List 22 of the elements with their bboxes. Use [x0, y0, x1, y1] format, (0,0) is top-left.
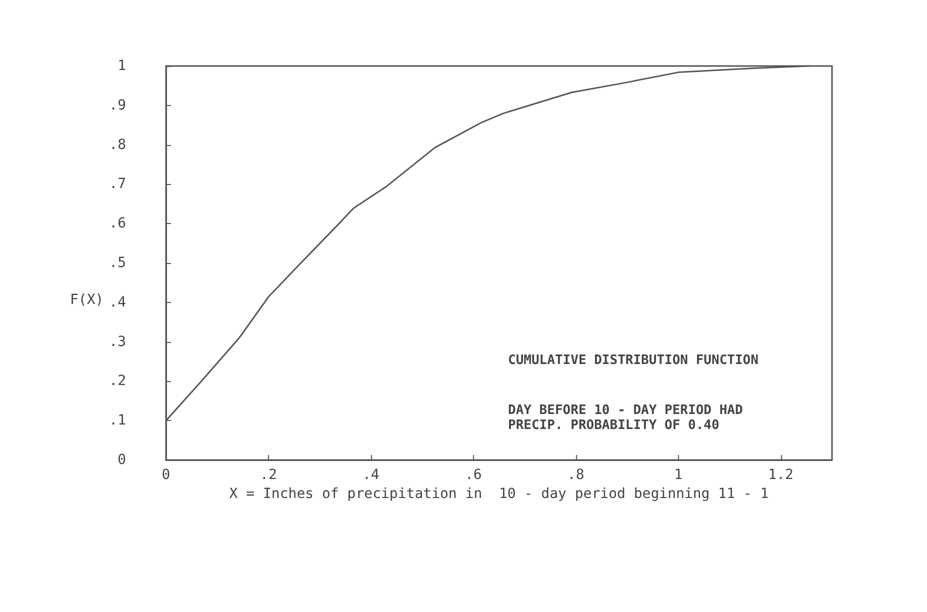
y-tick-label: .2	[109, 373, 126, 390]
y-tick-label: 0	[118, 452, 126, 468]
y-tick-label: .8	[109, 136, 126, 153]
y-axis-title: F(X)	[70, 292, 104, 308]
x-tick-label: 1	[674, 467, 683, 483]
x-axis-title: X = Inches of precipitation in 10 - day period beginning 11 - 1	[229, 486, 769, 502]
x-tick-label: .4	[362, 467, 380, 483]
y-tick-label: .6	[109, 216, 126, 232]
x-tick-label: 1.2	[768, 467, 794, 483]
annotation: DAY BEFORE 10 - DAY PERIOD HAD PRECIP. PROBABILITY OF 0.40	[508, 403, 743, 433]
y-tick-label: .9	[109, 97, 126, 114]
y-tick-label: .4	[109, 294, 126, 310]
y-tick-label: .3	[109, 334, 126, 350]
y-tick-label: .1	[109, 412, 126, 429]
annotation: CUMULATIVE DISTRIBUTION FUNCTION	[508, 353, 759, 368]
y-tick-label: .7	[109, 176, 126, 192]
x-tick-label: .8	[567, 467, 584, 483]
x-tick-label: .2	[260, 467, 277, 483]
x-tick-label: 0	[162, 467, 170, 483]
x-tick-label: .6	[464, 467, 482, 483]
y-tick-label: .5	[109, 255, 126, 271]
y-tick-label: 1	[118, 58, 126, 74]
